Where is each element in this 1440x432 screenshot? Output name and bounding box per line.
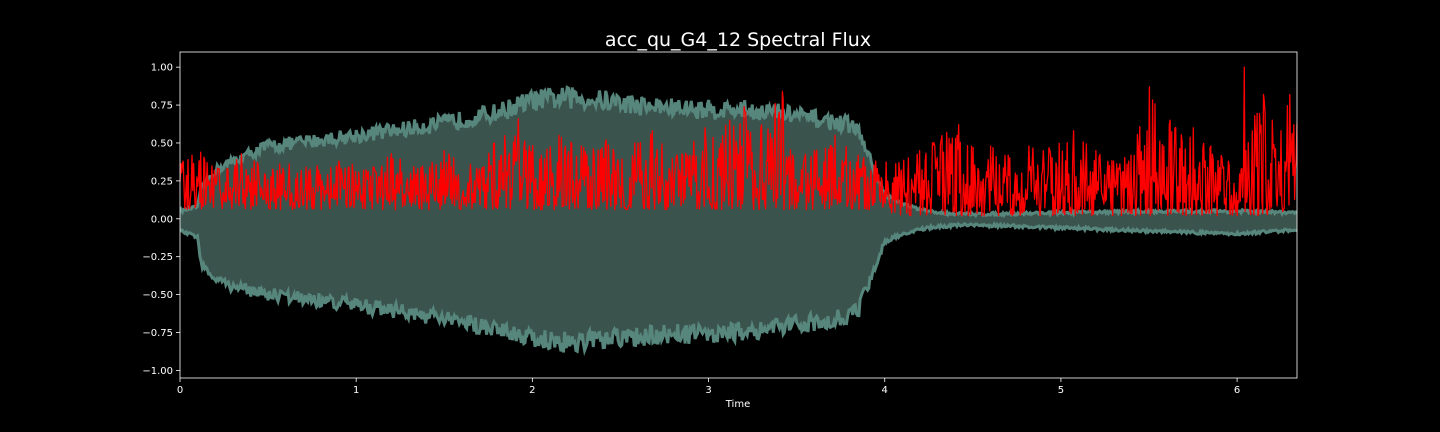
waveform-upper-edge (180, 85, 1297, 219)
x-axis: 0 1 2 3 4 5 6 (177, 378, 1240, 396)
x-tick-label: 2 (529, 385, 535, 396)
y-tick-label: −0.50 (142, 290, 173, 301)
y-tick-label: −0.75 (142, 328, 173, 339)
y-tick-label: 0.25 (151, 176, 173, 187)
chart-title: acc_qu_G4_12 Spectral Flux (605, 29, 871, 51)
plot-area (180, 66, 1297, 357)
y-tick-label: 0.50 (151, 138, 173, 149)
y-tick-label: 0.00 (151, 214, 173, 225)
x-axis-label: Time (725, 399, 750, 410)
plot-frame (179, 51, 1298, 379)
spectral-flux-line (180, 66, 1297, 217)
y-tick-label: 1.00 (151, 63, 173, 74)
x-tick-label: 0 (177, 385, 183, 396)
x-tick-label: 3 (705, 385, 711, 396)
y-axis: 1.00 0.75 0.50 0.25 0.00 −0.25 −0.50 −0.75 −1.00 (142, 63, 180, 377)
y-tick-label: −1.00 (142, 366, 173, 377)
waveform-fill (180, 87, 1297, 353)
x-tick-label: 6 (1234, 385, 1240, 396)
y-tick-label: 0.75 (151, 101, 173, 112)
x-tick-label: 1 (353, 385, 359, 396)
x-tick-label: 5 (1058, 385, 1064, 396)
waveform-lower-edge (180, 221, 1297, 357)
y-tick-label: −0.25 (142, 252, 173, 263)
x-tick-label: 4 (882, 385, 888, 396)
